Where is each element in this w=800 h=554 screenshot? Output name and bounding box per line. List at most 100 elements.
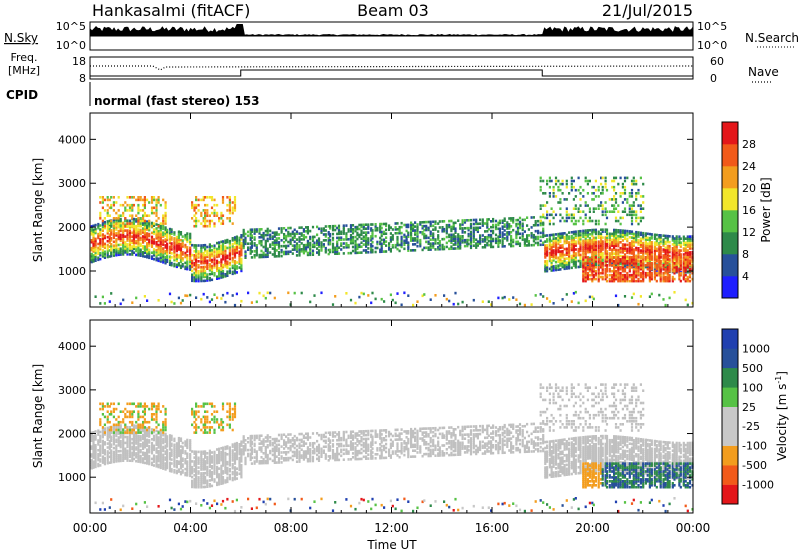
power-cell — [221, 250, 225, 253]
power-cell — [611, 248, 614, 251]
power-cell — [572, 240, 575, 244]
power-cell — [646, 271, 649, 275]
power-cell — [539, 179, 542, 183]
power-cell — [666, 238, 669, 242]
power-cell — [635, 213, 638, 217]
velocity-cell — [143, 410, 146, 413]
power-cell — [597, 222, 600, 226]
power-cell — [582, 271, 585, 275]
power-cell — [224, 255, 227, 258]
power-cell — [137, 206, 140, 210]
power-cell — [345, 234, 348, 237]
velocity-cell — [99, 454, 102, 457]
power-cell — [342, 232, 345, 235]
power-cell — [126, 251, 129, 254]
power-cell — [591, 219, 594, 223]
power-cell — [175, 235, 178, 239]
power-cell — [148, 244, 151, 248]
power-cell — [157, 251, 160, 255]
power-cell — [99, 201, 102, 204]
power-cell — [224, 300, 227, 304]
power-cell — [501, 235, 504, 238]
power-cell — [621, 258, 624, 261]
power-cell — [492, 225, 495, 229]
power-cell — [143, 203, 146, 207]
power-cell — [277, 227, 281, 230]
power-cell — [597, 269, 600, 273]
power-cell — [213, 203, 216, 207]
power-cell — [574, 244, 577, 247]
power-cell — [666, 275, 669, 279]
velocity-cell — [128, 447, 132, 451]
power-cell — [317, 251, 321, 254]
power-cell — [512, 296, 515, 299]
power-cell — [142, 254, 145, 258]
power-cell — [534, 235, 537, 239]
velocity-cell — [148, 460, 151, 464]
power-cell — [621, 201, 624, 204]
power-cell — [591, 258, 594, 261]
velocity-cell — [126, 441, 129, 445]
power-cell — [484, 245, 487, 249]
power-cell — [181, 257, 184, 260]
velocity-cell — [119, 436, 122, 439]
power-cell — [122, 229, 125, 232]
power-cell — [266, 249, 269, 253]
power-cell — [565, 265, 568, 268]
power-cell — [295, 250, 299, 253]
power-cell — [619, 273, 622, 277]
power-cell — [322, 229, 325, 232]
power-cell — [539, 176, 542, 180]
power-cell — [379, 226, 382, 230]
power-cell — [586, 258, 589, 261]
power-cell — [340, 236, 343, 239]
power-cell — [623, 262, 627, 265]
power-cell — [664, 303, 667, 307]
power-cell — [349, 228, 353, 231]
power-cell — [202, 209, 205, 212]
power-cell — [204, 271, 207, 275]
power-cell — [644, 248, 647, 251]
power-cell — [189, 232, 192, 236]
power-cell — [356, 237, 359, 241]
power-cell — [579, 239, 582, 243]
power-cell — [454, 235, 457, 238]
power-cell — [228, 209, 231, 212]
power-cell — [521, 218, 524, 222]
power-cell — [630, 222, 634, 226]
power-cell — [298, 244, 301, 247]
power-cell — [675, 269, 678, 273]
power-cell — [542, 215, 545, 219]
power-cell — [221, 254, 225, 257]
power-cell — [146, 228, 149, 231]
power-cell — [559, 262, 562, 265]
power-cell — [548, 241, 551, 245]
power-cell — [179, 256, 183, 260]
power-cell — [574, 222, 577, 226]
power-cell — [614, 176, 618, 180]
power-cell — [228, 271, 231, 275]
power-cell — [407, 294, 410, 297]
power-cell — [407, 235, 410, 238]
power-cell — [179, 248, 183, 252]
power-cell — [608, 260, 611, 263]
power-cell — [367, 227, 370, 230]
power-cell — [356, 245, 359, 249]
power-cell — [613, 232, 616, 236]
power-cell — [419, 244, 422, 248]
power-cell — [582, 258, 585, 261]
power-cell — [179, 266, 183, 270]
velocity-cell — [124, 423, 127, 427]
power-cell — [191, 263, 194, 267]
power-cell — [412, 225, 415, 228]
velocity-cell — [146, 460, 149, 463]
power-cell — [429, 242, 432, 245]
power-cell — [231, 222, 234, 225]
power-cell — [336, 252, 339, 255]
power-cell — [362, 225, 365, 229]
power-cell — [637, 262, 640, 266]
power-cell — [577, 251, 580, 255]
power-cell — [554, 195, 558, 198]
power-cell — [336, 232, 339, 236]
power-cell — [523, 230, 526, 233]
